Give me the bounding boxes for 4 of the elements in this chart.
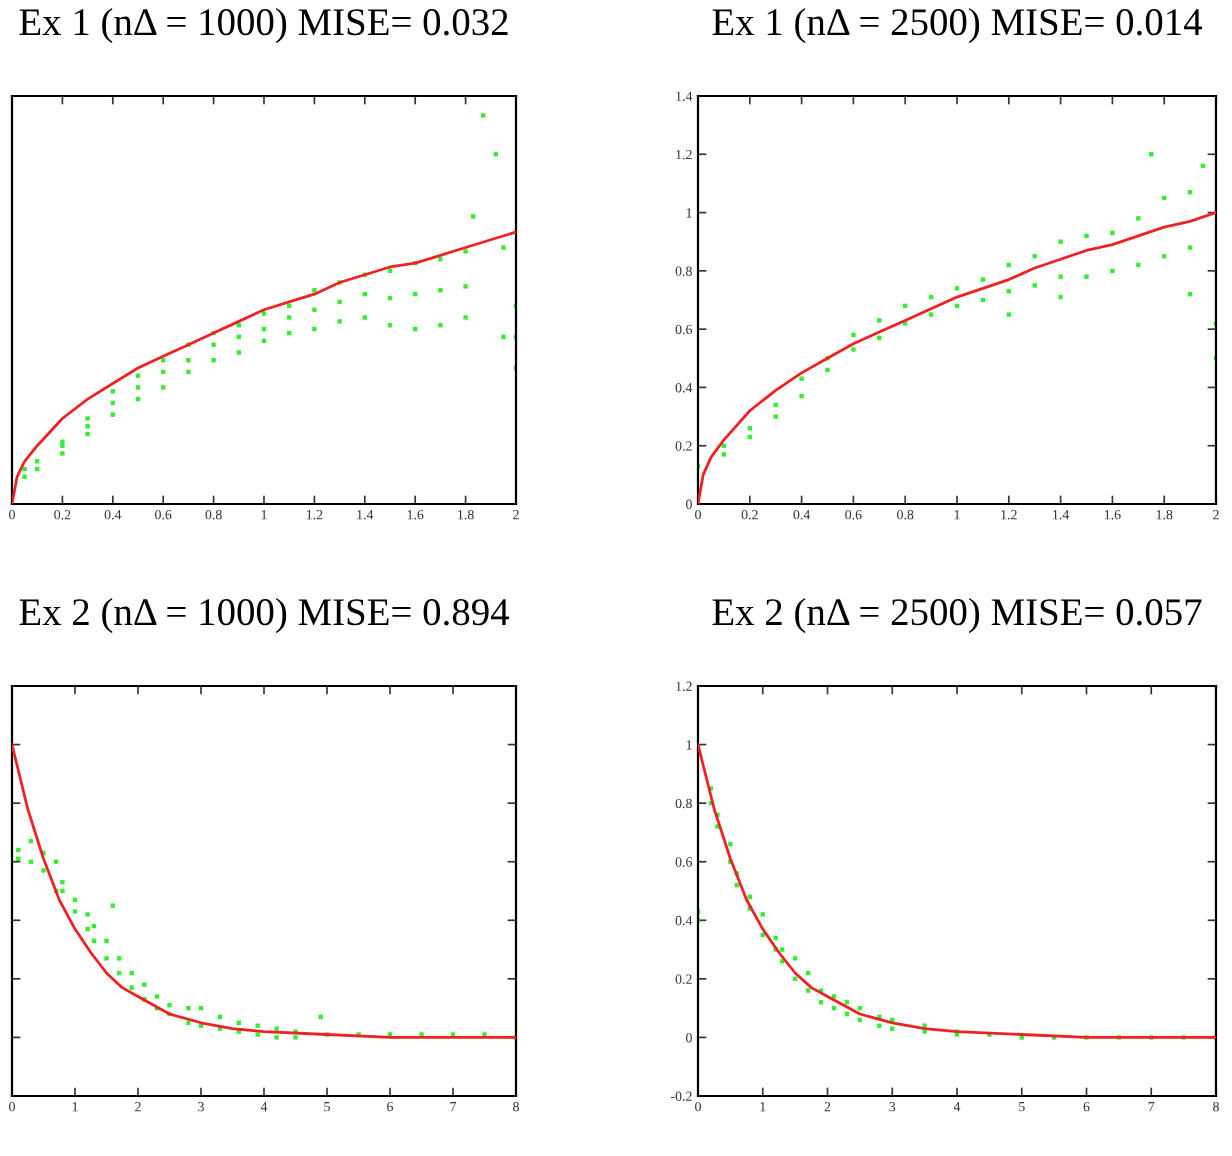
- chart-title: Ex 1 (nΔ = 2500) MISE= 0.014: [712, 7, 1203, 44]
- chart-title: Ex 1 (nΔ = 1000) MISE= 0.032: [19, 7, 508, 44]
- chart-title: Ex 2 (nΔ = 1000) MISE= 0.894: [19, 597, 510, 634]
- chart-title: Ex 2 (nΔ = 2500) MISE= 0.057: [712, 597, 1202, 634]
